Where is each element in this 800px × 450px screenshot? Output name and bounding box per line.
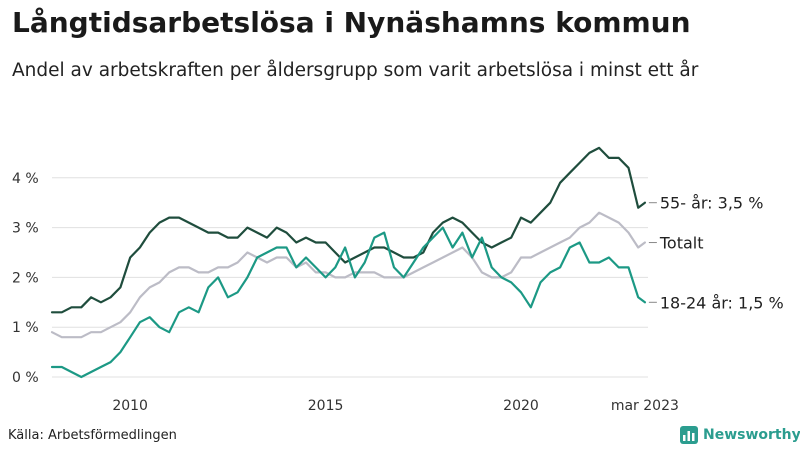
series-end-label: 18-24 år: 1,5 % (660, 293, 784, 312)
brand-logo[interactable]: Newsworthy (680, 426, 800, 444)
y-tick-label: 4 % (12, 171, 39, 187)
series-end-label: 55- år: 3,5 % (660, 194, 764, 213)
brand-name: Newsworthy (703, 427, 800, 443)
chart-subtitle: Andel av arbetskraften per åldersgrupp s… (12, 60, 699, 81)
gridlines (52, 177, 648, 378)
end-labels: 55- år: 3,5 % Totalt 18-24 år: 1,5 % (648, 194, 784, 312)
x-axis-tick-labels: 2010 2015 2020 mar 2023 (112, 398, 679, 414)
y-tick-label: 3 % (12, 221, 39, 237)
y-tick-label: 2 % (12, 270, 39, 286)
y-axis-tick-labels: 0 % 1 % 2 % 3 % 4 % (12, 171, 39, 386)
x-tick-label: 2015 (308, 398, 344, 414)
x-tick-label: 2020 (503, 398, 539, 414)
series-end-label: Totalt (659, 234, 704, 253)
series-line-2 (50, 226, 646, 379)
y-tick-label: 1 % (12, 320, 39, 336)
chart-title: Långtidsarbetslösa i Nynäshamns kommun (12, 6, 691, 39)
series-line-0 (50, 146, 646, 314)
y-tick-label: 0 % (12, 370, 39, 386)
x-tick-label: mar 2023 (611, 398, 679, 414)
x-tick-label: 2010 (112, 398, 148, 414)
source-note: Källa: Arbetsförmedlingen (8, 428, 177, 443)
bar-chart-icon (680, 426, 698, 444)
series-lines (50, 146, 646, 379)
series-line-1 (50, 211, 646, 339)
